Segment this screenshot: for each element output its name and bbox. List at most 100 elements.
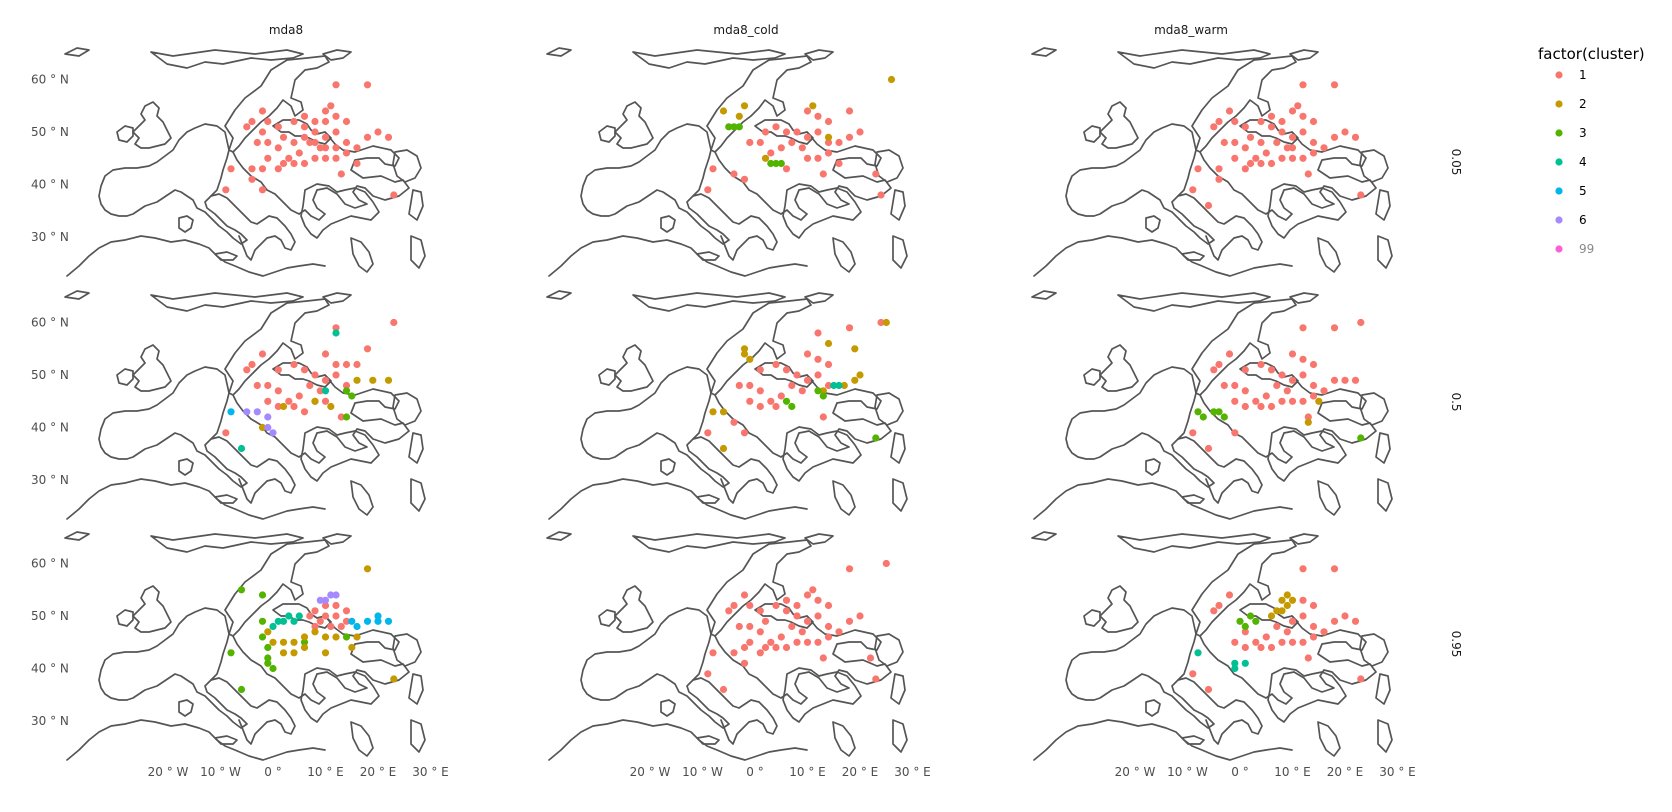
station-point-cluster-1 [342,381,351,390]
x-tick-label: 10 ° E [789,765,825,779]
station-point-cluster-1 [803,154,812,162]
x-tick-label: 20 ° E [1327,765,1363,779]
station-point-cluster-1 [248,175,256,183]
station-point-cluster-1 [279,159,288,168]
station-point-cluster-2 [279,638,288,646]
legend-key-swatch [1555,158,1563,166]
station-point-cluster-3 [300,638,309,646]
station-point-cluster-1 [798,628,806,636]
station-point-cluster-1 [327,622,335,631]
station-point-cluster-1 [814,371,822,379]
station-point-cluster-2 [311,628,319,636]
station-point-cluster-1 [1252,397,1260,405]
y-tick-label: 40 ° N [31,421,69,435]
station-point-cluster-2 [1273,607,1281,615]
station-point-cluster-1 [222,186,230,194]
station-point-cluster-1 [258,128,267,136]
station-point-cluster-1 [311,128,319,136]
station-point-cluster-2 [1288,596,1297,604]
legend-title: factor(cluster) [1538,45,1645,63]
station-point-cluster-1 [274,387,282,395]
station-point-cluster-1 [1204,685,1213,694]
station-point-cluster-1 [788,622,796,631]
station-point-cluster-1 [866,654,875,662]
station-point-cluster-1 [290,138,298,147]
station-point-cluster-1 [321,397,330,405]
station-point-cluster-1 [1210,607,1218,615]
station-point-cluster-1 [756,402,764,411]
station-point-cluster-1 [730,418,738,426]
station-point-cluster-1 [1309,117,1318,126]
station-point-cluster-1 [321,376,330,384]
station-point-cluster-1 [740,175,749,183]
station-point-cluster-1 [1351,617,1360,625]
station-point-cluster-1 [1288,397,1297,405]
station-point-cluster-3 [819,392,827,400]
station-point-cluster-1 [316,617,324,625]
station-point-cluster-2 [735,112,743,120]
station-point-cluster-1 [337,622,345,631]
station-point-cluster-3 [264,659,272,667]
station-point-cluster-3 [227,649,235,657]
station-point-cluster-1 [1231,154,1239,162]
station-point-cluster-2 [300,643,309,652]
station-point-cluster-6 [332,591,340,599]
station-point-cluster-4 [290,617,298,625]
facet-column-title-mda8-warm: mda8_warm [1154,23,1228,37]
legend-key-swatch [1555,245,1563,253]
coastline-outline [64,47,426,277]
station-point-cluster-1 [258,350,267,358]
station-point-cluster-2 [824,133,833,141]
station-point-cluster-1 [1341,612,1349,620]
station-point-cluster-1 [782,128,791,136]
station-point-cluster-1 [782,596,791,604]
station-point-cluster-1 [264,117,272,126]
station-point-cluster-2 [1283,591,1291,599]
station-point-cluster-1 [761,128,770,136]
station-point-cluster-3 [342,387,351,395]
map-panel-mda8-cold-q095: 20 ° W 10 ° W 0 ° 10 ° E 20 ° E 30 ° E [546,531,931,779]
station-point-cluster-1 [258,165,267,173]
station-point-cluster-1 [311,138,319,147]
station-point-cluster-1 [1231,138,1239,147]
station-point-cluster-1 [1330,133,1339,141]
station-point-cluster-1 [353,144,361,152]
station-point-cluster-3 [735,123,743,131]
station-point-cluster-3 [342,413,351,421]
station-point-cluster-2 [348,643,356,652]
station-point-cluster-3 [1357,434,1365,442]
station-point-cluster-1 [1288,350,1297,358]
station-point-cluster-3 [772,159,780,168]
station-point-cluster-1 [1278,117,1286,126]
station-point-cluster-2 [851,345,859,353]
station-point-cluster-1 [756,366,764,374]
station-point-cluster-1 [746,638,754,646]
station-point-cluster-3 [730,123,738,131]
station-point-cluster-1 [1273,622,1281,631]
coastline-outline [64,531,426,761]
station-point-cluster-3 [258,633,267,641]
station-point-cluster-1 [300,366,309,374]
station-point-cluster-1 [1225,591,1234,599]
station-point-cluster-1 [793,371,801,379]
station-point-cluster-2 [740,102,749,110]
station-point-cluster-1 [824,117,833,126]
station-point-cluster-2 [279,402,288,411]
station-point-cluster-1 [1257,402,1265,411]
station-point-cluster-1 [321,117,330,126]
station-point-cluster-1 [1299,397,1307,405]
station-point-cluster-1 [824,601,833,610]
station-point-cluster-3 [1220,413,1228,421]
station-point-cluster-3 [348,392,356,400]
station-point-cluster-5 [363,617,372,625]
station-point-cluster-1 [342,117,351,126]
station-point-cluster-1 [1257,643,1265,652]
coastline-outline [1031,531,1393,761]
station-point-cluster-2 [321,633,330,641]
station-point-cluster-1 [1215,175,1223,183]
station-point-cluster-2 [353,633,361,641]
station-point-cluster-1 [740,643,749,652]
station-point-cluster-1 [1262,633,1270,641]
station-point-cluster-3 [258,617,267,625]
